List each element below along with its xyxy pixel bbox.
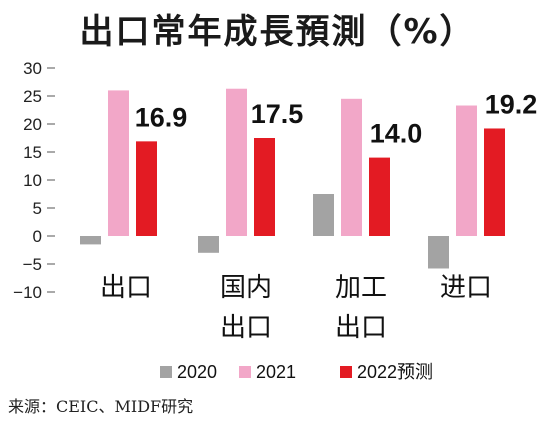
data-label: 19.2 bbox=[485, 89, 538, 119]
bar-2020-3 bbox=[428, 236, 449, 269]
category-label: 出口 bbox=[335, 313, 387, 343]
bar-2022预测-0 bbox=[136, 141, 157, 236]
bars bbox=[80, 88, 505, 269]
bar-2022预测-3 bbox=[484, 128, 505, 236]
y-tick-label: 5 bbox=[33, 199, 42, 218]
data-label: 17.5 bbox=[251, 99, 304, 129]
y-tick-label: 15 bbox=[23, 143, 42, 162]
bar-2020-1 bbox=[198, 236, 219, 253]
y-tick-label: 0 bbox=[33, 227, 42, 246]
bar-2021-0 bbox=[108, 90, 129, 237]
category-label: 出口 bbox=[100, 273, 152, 303]
category-label: 国内 bbox=[220, 273, 272, 303]
y-tick-label: −5 bbox=[23, 255, 42, 274]
bar-2021-3 bbox=[456, 105, 477, 237]
bar-2021-2 bbox=[341, 98, 362, 236]
source-note: 来源：CEIC、MIDF研究 bbox=[8, 397, 194, 416]
bar-2020-2 bbox=[313, 194, 334, 236]
y-tick-label: 25 bbox=[23, 87, 42, 106]
chart-title: 出口常年成長預測（%） bbox=[79, 12, 476, 52]
data-label: 14.0 bbox=[370, 119, 423, 149]
bar-2020-0 bbox=[80, 236, 101, 245]
legend-label: 2020 bbox=[177, 362, 217, 382]
y-tick-label: 20 bbox=[23, 115, 42, 134]
y-tick-label: 30 bbox=[23, 59, 42, 78]
data-label: 16.9 bbox=[135, 102, 188, 132]
y-axis: 30 25 20 15 10 5 0 −5 −10 bbox=[13, 59, 55, 302]
legend-swatch bbox=[340, 366, 352, 378]
y-tick-label: 10 bbox=[23, 171, 42, 190]
legend-label: 2021 bbox=[256, 362, 296, 382]
y-tick-label: −10 bbox=[13, 283, 42, 302]
data-labels: 16.9 17.5 14.0 19.2 bbox=[135, 89, 538, 148]
category-label: 出口 bbox=[220, 313, 272, 343]
bar-2022预测-2 bbox=[369, 157, 390, 236]
legend-label: 2022预测 bbox=[357, 362, 433, 382]
legend-swatch bbox=[160, 366, 172, 378]
category-label: 进口 bbox=[440, 273, 492, 303]
legend: 2020 2021 2022预测 bbox=[160, 362, 433, 382]
legend-swatch bbox=[239, 366, 251, 378]
bar-2022预测-1 bbox=[254, 138, 275, 236]
category-label: 加工 bbox=[335, 273, 387, 303]
bar-2021-1 bbox=[226, 88, 247, 236]
